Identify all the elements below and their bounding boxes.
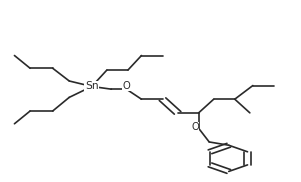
Text: O: O xyxy=(191,122,199,132)
Text: Sn: Sn xyxy=(85,82,99,91)
Text: O: O xyxy=(123,81,130,91)
